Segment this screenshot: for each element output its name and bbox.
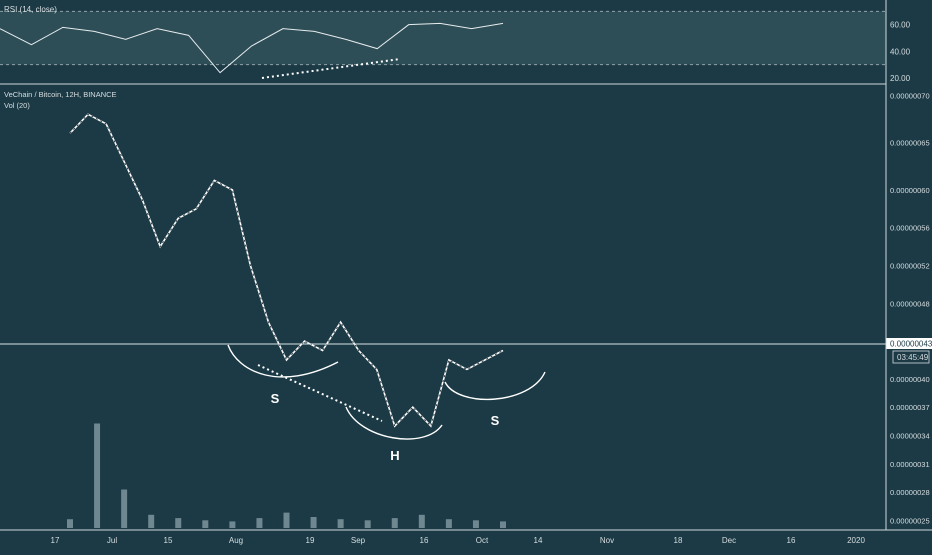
volume-bars	[67, 423, 506, 528]
volume-label: Vol (20)	[4, 101, 30, 110]
rsi-label: RSI (14, close)	[4, 5, 57, 14]
time-tick-label: Aug	[229, 536, 243, 545]
head-label: H	[390, 448, 399, 463]
symbol-label: VeChain / Bitcoin, 12H, BINANCE	[4, 90, 117, 99]
time-tick-label: Jul	[107, 536, 117, 545]
time-tick-label: Sep	[351, 536, 366, 545]
volume-bar	[445, 519, 452, 528]
left-shoulder-curve	[227, 344, 339, 378]
time-tick-label: 16	[787, 536, 796, 545]
time-axis: 17 Jul 15 Aug 19 Sep 16 Oct 14 Nov 18 Dec 16 2020	[51, 536, 866, 545]
price-tick-label: 0.00000034	[890, 432, 930, 441]
rsi-panel[interactable]: RSI (14, close) 60.00 40.00 20.00	[0, 5, 911, 83]
price-tick-label: 0.00000025	[890, 517, 930, 526]
rsi-axis: 60.00 40.00 20.00	[890, 21, 911, 83]
time-tick-label: 2020	[847, 536, 865, 545]
volume-bar	[310, 517, 317, 528]
volume-bar	[283, 512, 290, 528]
rsi-tick-label: 40.00	[890, 47, 911, 56]
price-tick-label: 0.00000070	[890, 91, 930, 100]
price-tick-label: 0.00000065	[890, 139, 930, 148]
right-shoulder-curve	[444, 371, 546, 401]
rsi-tick-label: 60.00	[890, 21, 911, 30]
time-tick-label: Nov	[600, 536, 614, 545]
price-panel[interactable]: S H S VeChain / Bitcoin, 12H, BINANCE Vo…	[0, 90, 932, 528]
rsi-trendline	[261, 58, 401, 79]
right-shoulder-label: S	[491, 413, 500, 428]
left-shoulder-label: S	[271, 391, 280, 406]
rsi-band	[0, 11, 886, 65]
time-tick-label: 15	[164, 536, 173, 545]
price-tick-label: 0.00000040	[890, 375, 930, 384]
current-price-tag	[886, 338, 932, 349]
volume-bar	[175, 518, 182, 528]
price-series-line	[69, 113, 504, 428]
price-tick-label: 0.00000056	[890, 224, 930, 233]
time-tick-label: 14	[534, 536, 543, 545]
volume-bar	[256, 518, 263, 528]
time-tick-label: 18	[674, 536, 683, 545]
volume-bar	[364, 520, 371, 528]
price-tick-label: 0.00000052	[890, 261, 930, 270]
volume-bar	[391, 518, 398, 528]
price-tick-label: 0.00000060	[890, 186, 930, 195]
price-tick-label: 0.00000037	[890, 403, 930, 412]
rsi-series-line	[0, 22, 504, 74]
time-tick-label: Oct	[476, 536, 489, 545]
price-tick-label: 0.00000048	[890, 299, 930, 308]
price-series-shadow	[69, 113, 504, 427]
time-tick-label: Dec	[722, 536, 736, 545]
volume-bar	[418, 514, 425, 528]
head-curve	[345, 406, 443, 440]
price-axis: 0.00000070 0.00000065 0.00000060 0.00000056…	[890, 91, 930, 525]
time-tick-label: 16	[420, 536, 429, 545]
volume-bar	[148, 514, 155, 528]
current-price-value: 0.00000043	[890, 340, 932, 349]
countdown-box	[892, 350, 930, 364]
time-tick-label: 17	[51, 536, 60, 545]
rsi-tick-label: 20.00	[890, 74, 911, 83]
price-tick-label: 0.00000028	[890, 488, 930, 497]
price-tick-label: 0.00000031	[890, 460, 930, 469]
volume-bar	[94, 423, 101, 528]
volume-bar	[500, 521, 506, 528]
volume-bar	[67, 519, 73, 528]
time-tick-label: 19	[306, 536, 315, 545]
volume-bar	[472, 520, 479, 528]
countdown-value: 03:45:49	[897, 353, 929, 362]
volume-bar	[337, 519, 344, 528]
volume-bar	[229, 521, 236, 528]
volume-bar	[202, 520, 209, 528]
volume-bar	[121, 489, 128, 528]
